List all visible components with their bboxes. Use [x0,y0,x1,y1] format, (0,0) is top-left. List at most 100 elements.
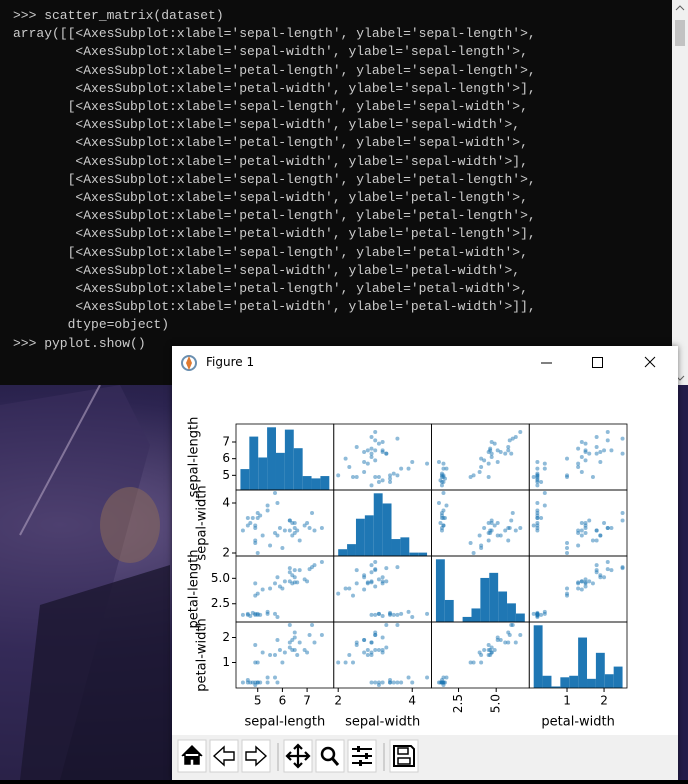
scatter-point [275,681,279,685]
scatter-point [351,594,355,598]
scatter-point [347,465,351,469]
scatter-point [381,575,385,579]
scatter-point [535,509,539,513]
scatter-point [283,579,287,583]
y-tick-label: 6 [222,451,230,465]
terminal-line: <AxesSubplot:xlabel='sepal-width', ylabe… [13,116,520,134]
scatter-point [506,641,510,645]
scatter-point [576,447,580,451]
scatter-point [565,551,569,555]
scatter-point [584,580,588,584]
scatter-point [253,643,257,647]
scatter-point [256,592,260,596]
scatter-point [373,475,377,479]
scroll-thumb[interactable] [675,20,685,46]
scatter-point [598,534,602,538]
scatter-point [298,539,302,543]
terminal-line: <AxesSubplot:xlabel='sepal-width', ylabe… [13,189,528,207]
scatter-point [251,681,255,685]
pan-button[interactable] [284,740,312,772]
scatter-point [580,521,584,525]
scatter-point [621,565,625,569]
x-tick-label: 5 [254,694,262,708]
scatter-point [246,524,250,528]
scatter-point [469,541,473,545]
scatter-point [293,568,297,572]
terminal-line: <AxesSubplot:xlabel='petal-width', ylabe… [13,80,536,98]
histogram-bar [320,476,329,490]
app-icon [186,356,192,370]
scatter-point [490,651,494,655]
scatter-point [535,615,539,619]
scatter-point [511,623,515,627]
scatter-point [440,529,444,533]
toolbar-graphic [172,735,678,780]
x-tick-label: 4 [408,694,416,708]
subplot-frame [236,622,334,688]
scatter-point [288,566,292,570]
scatter-point [266,509,270,513]
scatter-point [441,524,445,528]
scatter-point [293,631,297,635]
histogram-bar [285,430,294,490]
scatter-point [488,447,492,451]
home-button[interactable] [178,740,206,772]
configure-button[interactable] [348,740,376,772]
scatter-point [381,448,385,452]
histogram-bar [356,519,365,556]
scatter-point [535,467,539,471]
back-button[interactable] [210,740,238,772]
toolbar [172,735,678,780]
scatter-point [584,584,588,588]
close-button[interactable] [645,357,655,367]
scatter-point [606,430,610,434]
scatter-point [595,529,599,533]
save-button[interactable] [390,740,418,772]
scatter-point [595,452,599,456]
scatter-point [425,462,429,466]
scatter-point [275,501,279,505]
scatter-point [395,565,399,569]
histogram-bar [258,457,267,490]
scatter-point [496,460,500,464]
y-tick-label: 2.5 [211,596,230,610]
scatter-point [266,612,270,616]
scrollbar[interactable] [672,0,688,385]
scatter-point [273,653,277,657]
scatter-point [366,648,370,652]
scatter-point [482,526,486,530]
scatter-point [268,653,272,657]
scatter-point [280,546,284,550]
scatter-point [370,447,374,451]
scatter-point [362,460,366,464]
window-title: Figure 1 [206,355,254,369]
scatter-point [532,612,536,616]
scatter-point [591,475,595,479]
forward-button[interactable] [242,740,270,772]
scatter-point [362,651,366,655]
scatter-point [366,462,370,466]
scatter-point [606,526,610,530]
scatter-point [362,573,366,577]
y-tick-label: 1 [222,655,230,669]
scatter-point [295,580,299,584]
scatter-point [598,573,602,577]
histogram-bar [463,617,472,622]
scatter-point [366,448,370,452]
y-tick-label: 7 [222,435,230,449]
scatter-point [384,646,388,650]
scatter-point [253,539,257,543]
terminal-line: array([[<AxesSubplot:xlabel='sepal-lengt… [13,25,536,43]
terminal-line: <AxesSubplot:xlabel='petal-length', ylab… [13,62,536,80]
scatter-point [535,501,539,505]
scatter-point [308,633,312,637]
zoom-button[interactable] [316,740,344,772]
scatter-point [479,457,483,461]
scatter-point [373,438,377,442]
maximize-button[interactable] [593,358,603,368]
scatter-point [370,613,374,617]
scroll-up[interactable] [676,6,684,10]
scatter-point [472,551,476,555]
scatter-point [606,560,610,564]
scatter-point [482,648,486,652]
